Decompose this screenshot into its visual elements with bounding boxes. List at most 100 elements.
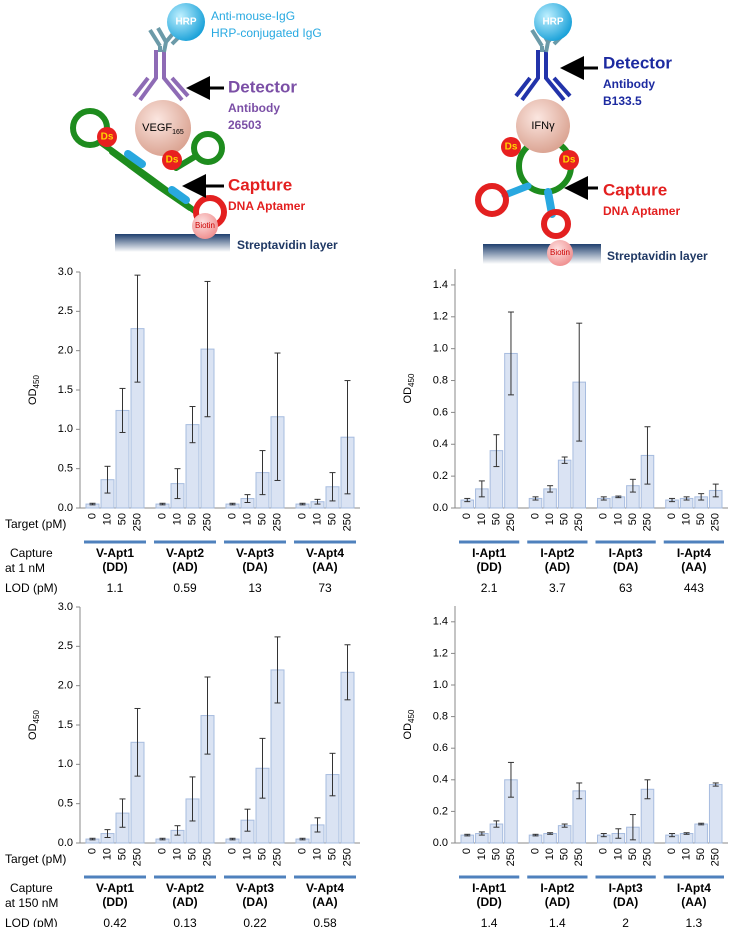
bar xyxy=(557,825,572,844)
x-tick-label: 250 xyxy=(710,848,722,866)
group-pair: (DD) xyxy=(476,895,501,909)
group-pair: (DA) xyxy=(613,895,638,909)
row-label: Capture xyxy=(10,546,53,560)
x-tick-label: 250 xyxy=(505,848,517,866)
x-tick-label: 250 xyxy=(710,513,722,531)
group-name: V-Apt1 xyxy=(96,546,134,560)
hrp xyxy=(167,3,205,41)
lod-value: 73 xyxy=(318,581,332,595)
x-tick-label: 0 xyxy=(296,848,308,854)
lod-value: 1.4 xyxy=(481,916,498,927)
y-tick-label: 3.0 xyxy=(58,266,73,278)
y-tick-label: 2.5 xyxy=(58,305,73,317)
x-tick-label: 250 xyxy=(131,513,143,531)
y-tick-label: 1.2 xyxy=(433,647,448,659)
x-tick-label: 10 xyxy=(241,513,253,525)
group-name: V-Apt3 xyxy=(236,546,274,560)
x-tick-label: 10 xyxy=(612,513,624,525)
x-tick-label: 10 xyxy=(311,513,323,525)
detector-label: Detector xyxy=(228,77,297,96)
lod-value: 1.3 xyxy=(686,916,703,927)
group-name: I-Apt1 xyxy=(472,546,506,560)
x-tick-label: 250 xyxy=(201,848,213,866)
bar xyxy=(708,784,723,844)
y-tick-label: 1.2 xyxy=(433,311,448,323)
layer-label: Streptavidin layer xyxy=(607,249,708,263)
group-pair: (AA) xyxy=(312,895,337,909)
row-label: at 150 nM xyxy=(5,896,58,910)
row-label: Target (pM) xyxy=(5,517,66,531)
group-pair: (DD) xyxy=(102,895,127,909)
aptamer-label: DNA Aptamer xyxy=(228,199,305,213)
hrp xyxy=(534,3,572,41)
antibody-label: Antibody xyxy=(603,77,655,91)
x-tick-label: 10 xyxy=(311,848,323,860)
y-axis-label: OD450 xyxy=(27,710,41,740)
x-tick-label: 0 xyxy=(666,848,678,854)
biotin-label: Biotin xyxy=(550,248,570,257)
x-tick-label: 0 xyxy=(666,513,678,519)
diagram-ifng: Streptavidin layer HRP IFNγ Ds Ds Biotin… xyxy=(475,3,708,266)
x-tick-label: 250 xyxy=(201,513,213,531)
lod-value: 0.58 xyxy=(313,916,337,927)
y-tick-label: 2.0 xyxy=(58,345,73,357)
group-name: I-Apt2 xyxy=(540,881,574,895)
group-name: V-Apt4 xyxy=(306,881,344,895)
detector-label: Detector xyxy=(603,53,672,72)
lod-value: 13 xyxy=(248,581,262,595)
x-tick-label: 0 xyxy=(86,513,98,519)
x-tick-label: 50 xyxy=(256,513,268,525)
y-tick-label: 0.0 xyxy=(58,502,73,514)
x-tick-label: 10 xyxy=(544,513,556,525)
y-axis-label-sub: 450 xyxy=(407,373,416,387)
hrp-label: HRP xyxy=(542,17,563,28)
x-tick-label: 250 xyxy=(505,513,517,531)
ds-base xyxy=(97,127,117,147)
detector-antibody xyxy=(514,50,572,102)
secondary-label: Anti-mouse-IgG xyxy=(211,9,295,23)
group-name: I-Apt3 xyxy=(609,881,643,895)
group-pair: (AD) xyxy=(172,560,197,574)
x-tick-label: 250 xyxy=(271,513,283,531)
ds-base xyxy=(559,150,579,170)
y-tick-label: 3.0 xyxy=(58,601,73,613)
group-pair: (DA) xyxy=(613,560,638,574)
y-tick-label: 1.4 xyxy=(433,616,448,628)
aptamer xyxy=(475,137,574,239)
y-axis-label: OD450 xyxy=(402,373,416,403)
x-tick-label: 0 xyxy=(226,513,238,519)
x-tick-label: 50 xyxy=(186,848,198,860)
x-tick-label: 250 xyxy=(573,513,585,531)
lod-value: 0.42 xyxy=(103,916,127,927)
x-tick-label: 0 xyxy=(598,848,610,854)
x-tick-label: 0 xyxy=(598,513,610,519)
group-pair: (DD) xyxy=(102,560,127,574)
y-axis-label-sub: 450 xyxy=(407,709,416,723)
x-tick-label: 0 xyxy=(86,848,98,854)
lod-value: 0.59 xyxy=(173,581,197,595)
y-tick-label: 1.0 xyxy=(433,679,448,691)
y-tick-label: 0.0 xyxy=(433,502,448,514)
hrp-label: HRP xyxy=(175,17,196,28)
group-name: I-Apt3 xyxy=(609,546,643,560)
antibody-label: 26503 xyxy=(228,118,262,132)
group-pair: (AA) xyxy=(312,560,337,574)
x-tick-label: 50 xyxy=(256,848,268,860)
biotin xyxy=(192,213,218,239)
capture-label: Capture xyxy=(228,175,292,194)
y-tick-label: 0.2 xyxy=(433,805,448,817)
y-tick-label: 0.0 xyxy=(433,837,448,849)
group-pair: (AA) xyxy=(681,560,706,574)
x-tick-label: 0 xyxy=(461,513,473,519)
aptamer-label: DNA Aptamer xyxy=(603,204,680,218)
x-tick-label: 250 xyxy=(271,848,283,866)
lod-value: 3.7 xyxy=(549,581,566,595)
x-tick-label: 0 xyxy=(296,513,308,519)
x-tick-label: 50 xyxy=(326,848,338,860)
x-tick-label: 10 xyxy=(241,848,253,860)
y-tick-label: 0.6 xyxy=(433,742,448,754)
x-tick-label: 10 xyxy=(171,513,183,525)
y-tick-label: 0.4 xyxy=(433,774,448,786)
y-tick-label: 0.6 xyxy=(433,406,448,418)
y-tick-label: 0.5 xyxy=(58,798,73,810)
